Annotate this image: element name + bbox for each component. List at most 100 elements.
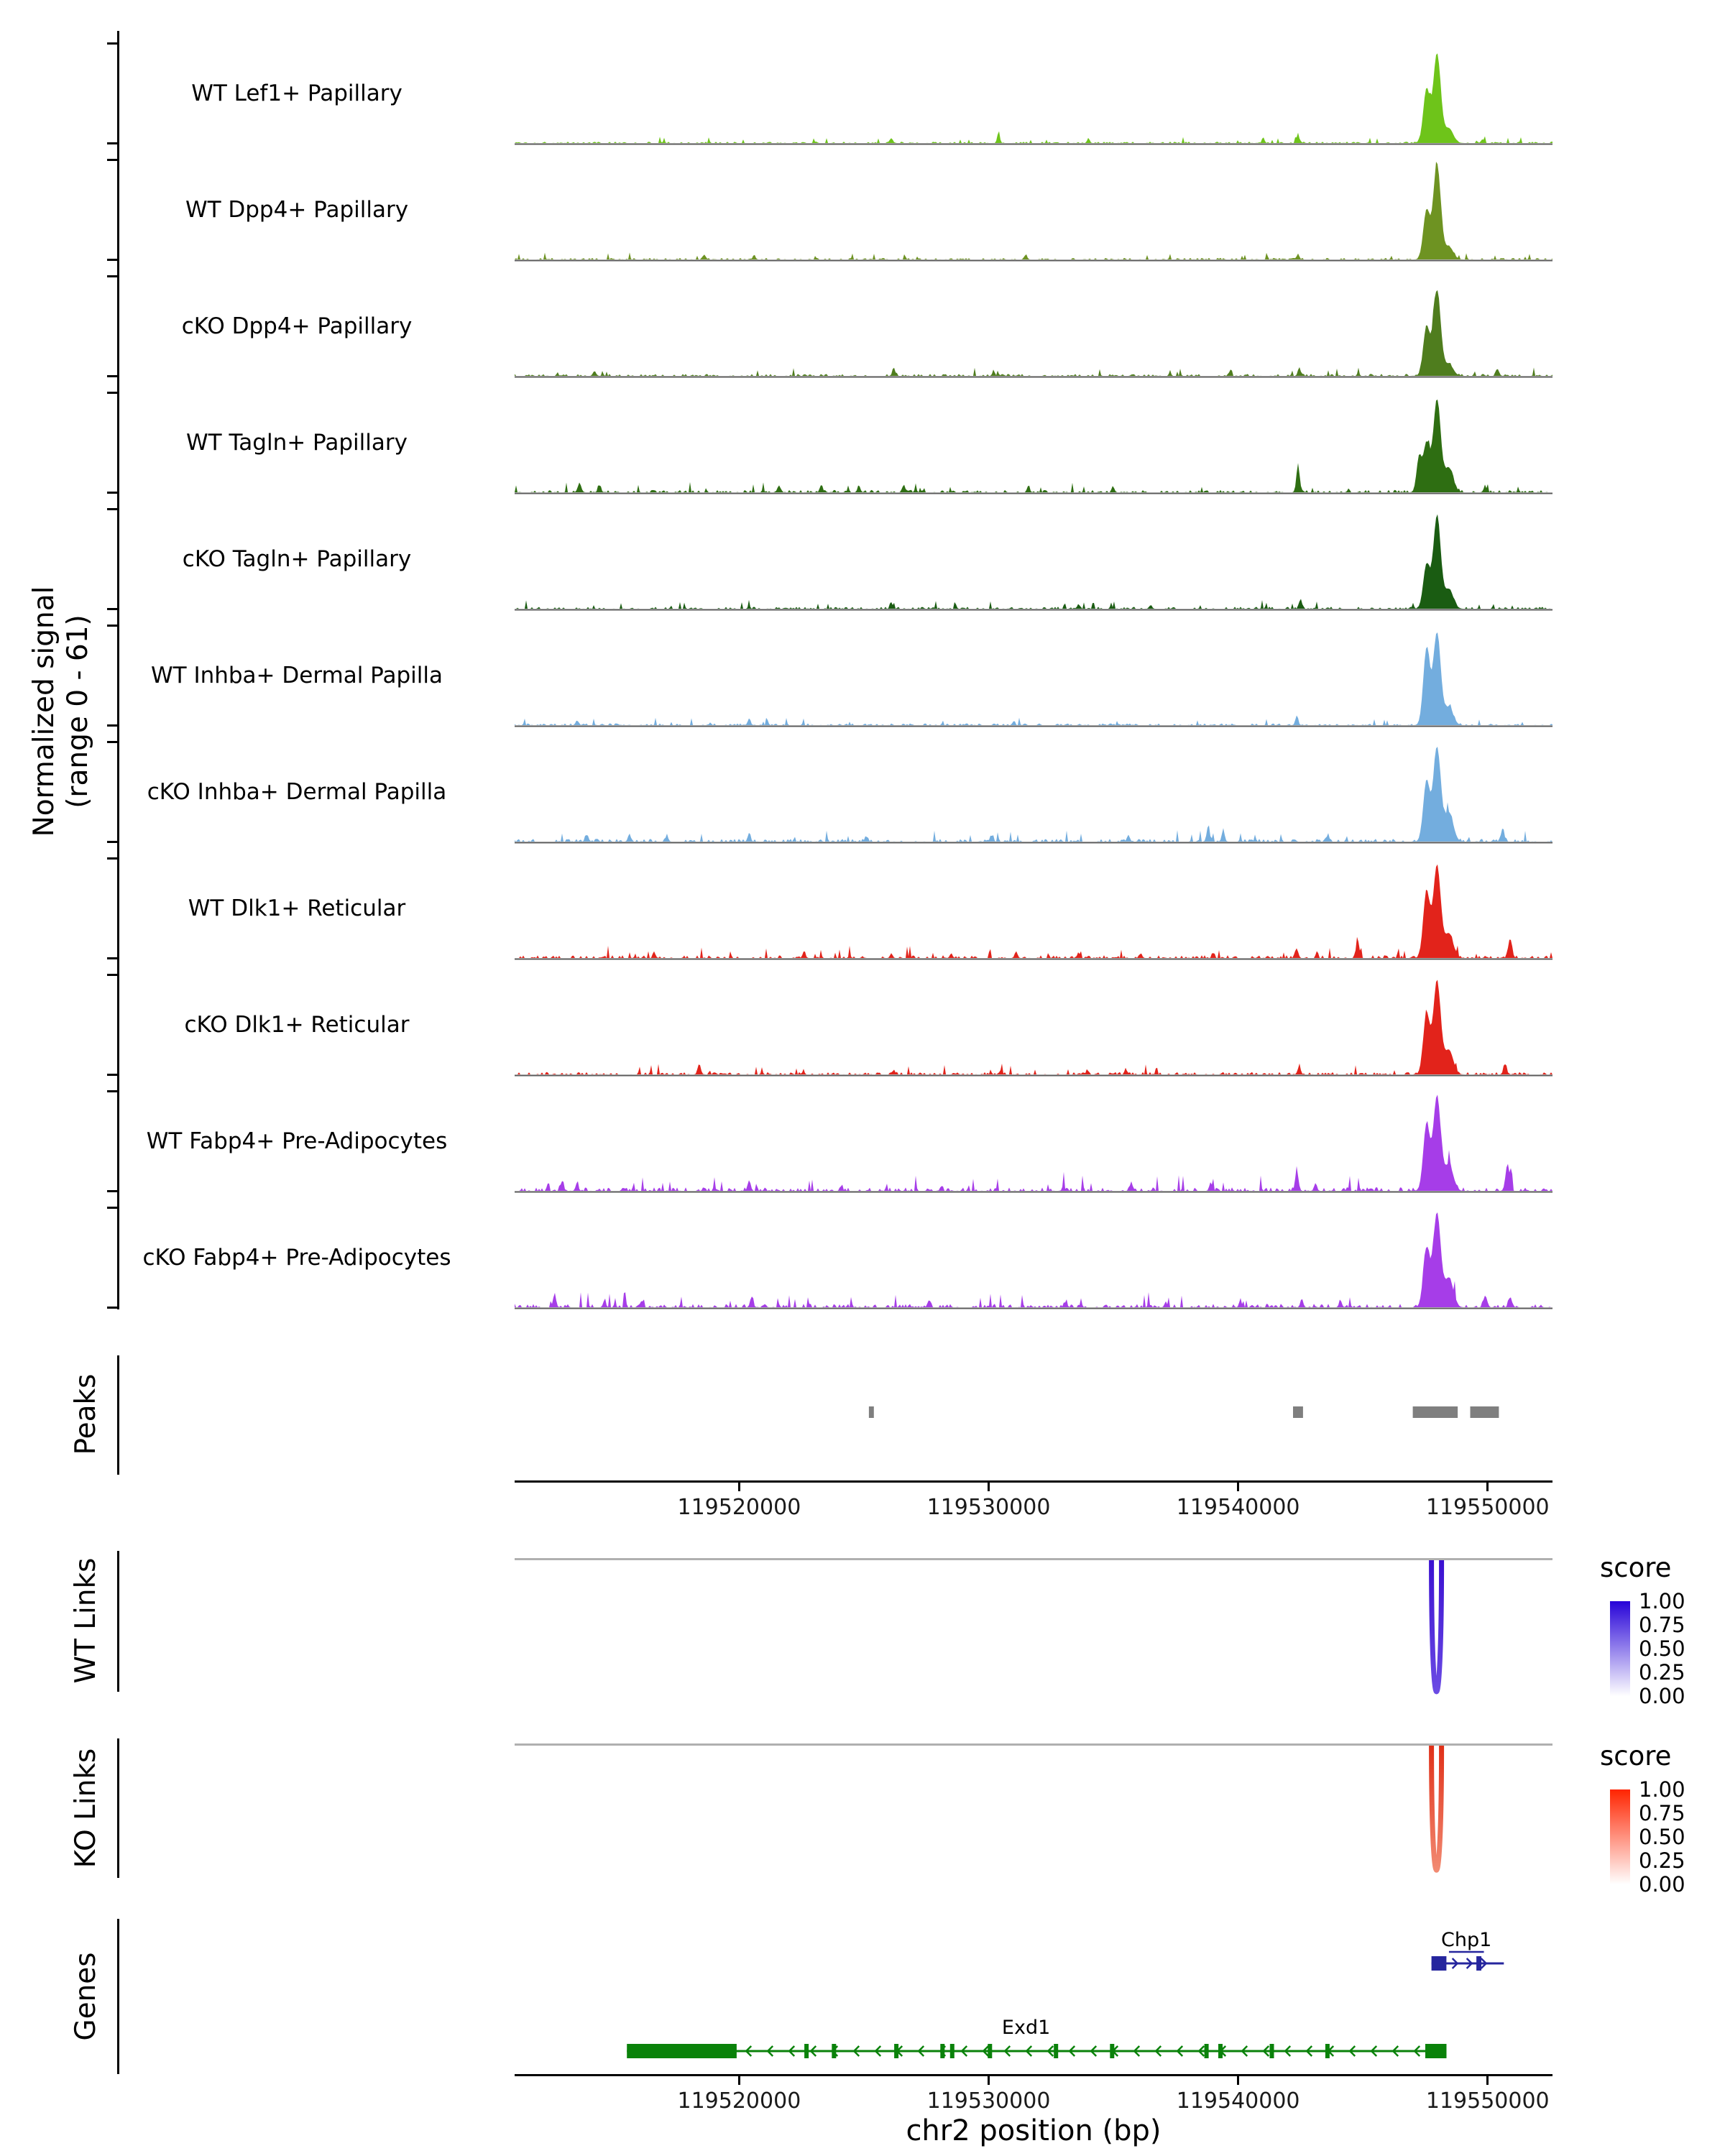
track-label: cKO Fabp4+ Pre-Adipocytes [142,1245,451,1271]
ko-link-arc [1429,1745,1445,1873]
coverage-area [515,980,1552,1074]
gene-exon [1110,2044,1115,2058]
gene-strand-arrow [1392,2045,1399,2057]
coverage-area [515,1095,1552,1191]
coverage-area [515,514,1552,609]
track-signal [515,514,1552,611]
signal-rail-tick [107,857,118,860]
wt-links-legend-gradient [1610,1601,1630,1696]
signal-rail-tick [107,974,118,976]
gene-exon [894,2044,899,2058]
signal-rail-tick [107,741,118,743]
signal-rail-tick [107,142,118,144]
signal-rail-tick [107,841,118,843]
signal-tracks: WT Lef1+ Papillary WT Dpp4+ Papillary cK… [0,29,1725,1309]
gene-strand-arrow [1003,2045,1011,2057]
gene-strand-arrow [1284,2045,1292,2057]
gene-exon [1425,2044,1447,2058]
ko-links-baseline [515,1743,1552,1746]
track-label: WT Dlk1+ Reticular [188,895,406,921]
signal-track-row: WT Lef1+ Papillary [0,29,1725,145]
gene-strand-arrow [1154,2045,1162,2057]
signal-rail-tick [107,608,118,610]
peak-interval [1293,1406,1303,1418]
track-label: WT Lef1+ Papillary [191,80,402,106]
track-signal [515,399,1552,494]
peak-interval [1470,1406,1499,1418]
gene-strand-arrow [874,2045,882,2057]
gene-strand-arrow [1466,1958,1473,1969]
track-signal [515,864,1552,960]
x-axis-tick [1237,1483,1240,1491]
signal-track-row: cKO Dpp4+ Papillary [0,262,1725,378]
signal-axis-rail [117,31,119,1309]
legend-tick-label: 1.00 [1639,1777,1685,1802]
gene-strand-arrow [1025,2045,1033,2057]
gene-strand-arrow [1046,2045,1054,2057]
peaks-track [868,1406,1499,1418]
wt-links-baseline [515,1558,1552,1560]
gene-strand-arrow [1451,1958,1459,1969]
ko-links-axis-rail [117,1738,119,1878]
x-axis-tick-label: 119550000 [1425,2088,1550,2114]
gene-strand-arrow [745,2045,753,2057]
x-axis-tick-label: 119530000 [926,2088,1051,2114]
gene-strand-arrow [1197,2045,1205,2057]
signal-track-row: cKO Tagln+ Papillary [0,494,1725,611]
signal-rail-tick [107,1074,118,1076]
gene-exon [1476,1956,1481,1971]
gene-name-label: Chp1 [1441,1929,1491,1951]
coverage-area [515,53,1552,143]
x-axis-tick-label: 119540000 [1176,1495,1300,1520]
gene-exon [940,2044,945,2058]
gene-strand-arrow [788,2045,796,2057]
gene-strand-arrow [1413,2045,1421,2057]
legend-tick-label: 0.25 [1639,1848,1685,1873]
signal-track-row: cKO Fabp4+ Pre-Adipocytes [0,1193,1725,1309]
track-label: cKO Tagln+ Papillary [182,546,412,572]
coverage-area [515,632,1552,725]
coverage-area [515,864,1552,958]
signal-rail-tick [107,375,118,377]
legend-tick-label: 0.75 [1639,1801,1685,1825]
legend-tick-label: 0.00 [1639,1684,1685,1708]
peak-interval [868,1406,874,1418]
track-label: WT Fabp4+ Pre-Adipocytes [146,1128,448,1154]
signal-track-row: WT Inhba+ Dermal Papilla [0,611,1725,727]
coverage-area [515,162,1552,259]
gene-exon [804,2044,809,2058]
track-signal [515,1212,1552,1309]
signal-rail-tick [107,625,118,627]
gene-exon [832,2044,837,2058]
track-signal [515,290,1552,378]
gene-strand-arrow [809,2045,817,2057]
track-signal [515,162,1552,262]
gene-exon [1431,1956,1447,1971]
legend-tick-label: 0.50 [1639,1636,1685,1661]
signal-rail-tick [107,275,118,277]
gene-strand-arrow [1480,1958,1488,1969]
coverage-area [515,290,1552,376]
track-signal [515,632,1552,727]
gene-name-label: Exd1 [1002,2017,1050,2039]
gene-exon [949,2044,954,2058]
ko-links-legend-ticks: 1.00 0.75 0.50 0.25 0.00 [1639,1779,1685,1895]
gene-exon [627,2044,737,2058]
signal-track-row: WT Tagln+ Papillary [0,378,1725,494]
signal-track-row: WT Dlk1+ Reticular [0,844,1725,960]
x-axis-tick [988,2076,990,2085]
gene-exon [1325,2044,1330,2058]
legend-tick-label: 0.00 [1639,1872,1685,1897]
gene-strand-arrow [1176,2045,1184,2057]
genes-track: Chp1 Exd1 [627,1929,1504,2058]
track-label: WT Tagln+ Papillary [186,430,408,456]
ko-links-legend-gradient [1610,1789,1630,1884]
x-axis-tick-label: 119520000 [677,1495,801,1520]
peak-interval [1412,1406,1458,1418]
gene-strand-arrow [766,2045,774,2057]
x-axis-tick-label: 119540000 [1176,2088,1300,2114]
x-axis-bottom-line [515,2074,1552,2076]
ko-links-track [1429,1745,1445,1873]
gene-strand-arrow [1348,2045,1356,2057]
